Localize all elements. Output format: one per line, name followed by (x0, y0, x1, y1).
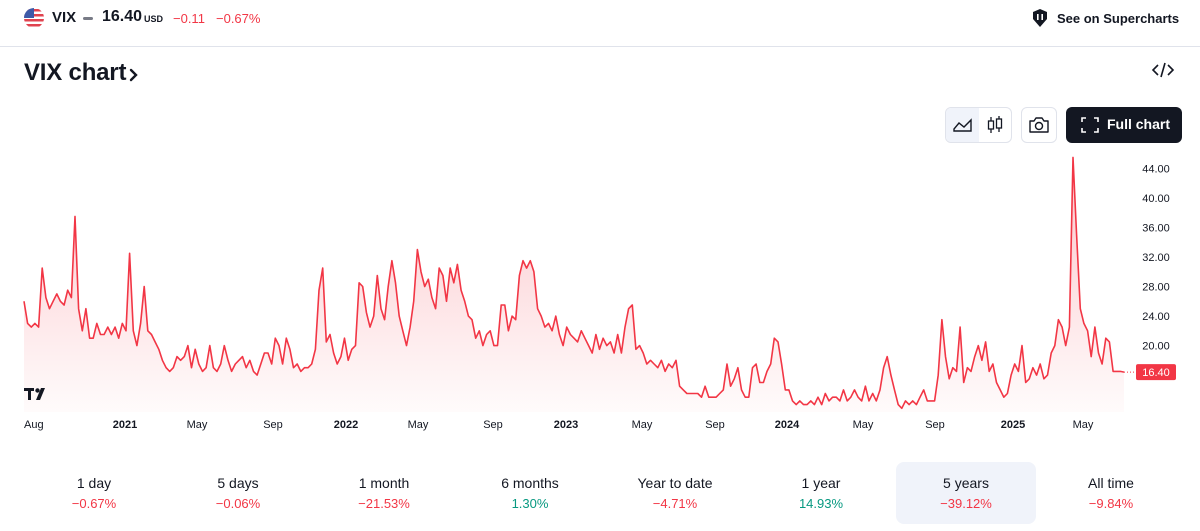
fullscreen-icon (1081, 117, 1099, 133)
price-area (24, 157, 1124, 412)
period-year-to-date[interactable]: Year to date −4.71% (605, 462, 745, 524)
full-chart-label: Full chart (1107, 116, 1171, 132)
period-label: All time (1088, 475, 1134, 491)
chart-style-switcher (945, 107, 1012, 143)
last-price-label: 16.40 (1142, 367, 1170, 379)
x-tick-label: 2024 (775, 419, 800, 431)
period-label: Year to date (637, 475, 713, 491)
period-all-time[interactable]: All time −9.84% (1041, 462, 1181, 524)
x-tick-label: Aug (24, 419, 44, 431)
period-label: 1 month (358, 475, 410, 491)
period-1-day[interactable]: 1 day −0.67% (24, 462, 164, 524)
candlestick-icon (987, 116, 1003, 133)
x-tick-label: May (1073, 419, 1094, 431)
x-tick-label: 2022 (334, 419, 358, 431)
period-change: −39.12% (940, 496, 992, 511)
camera-icon (1029, 117, 1049, 133)
performance-periods: 1 day −0.67% 5 days −0.06% 1 month −21.5… (0, 462, 1200, 524)
x-tick-label: 2021 (113, 419, 137, 431)
period-6-months[interactable]: 6 months 1.30% (460, 462, 600, 524)
us-flag-icon (24, 8, 44, 28)
see-on-supercharts-link[interactable]: See on Supercharts (1057, 11, 1180, 26)
period-change: −0.67% (71, 496, 117, 511)
period-change: −4.71% (652, 496, 698, 511)
price-line (23, 156, 1125, 410)
period-label: 1 year (801, 475, 841, 491)
y-tick-label: 40.00 (1142, 193, 1170, 205)
period-label: 6 months (501, 475, 559, 491)
period-change: 14.93% (798, 496, 844, 511)
x-tick-label: May (187, 419, 208, 431)
x-tick-label: May (632, 419, 653, 431)
price-change-percent: −0.67% (216, 11, 261, 26)
line-chart-icon (953, 118, 972, 132)
period-1-year[interactable]: 1 year 14.93% (751, 462, 891, 524)
y-tick-label: 36.00 (1142, 222, 1170, 234)
period-label: 5 days (217, 475, 259, 491)
full-chart-button[interactable]: Full chart (1066, 107, 1182, 143)
period-change: −21.53% (358, 496, 410, 511)
x-axis: Aug 2021 May Sep 2022 May Sep 2023 May Sep 2024 May… (24, 419, 1094, 431)
candlestick-button[interactable] (979, 108, 1011, 142)
chevron-right-icon[interactable] (127, 63, 141, 85)
screenshot-button[interactable] (1021, 107, 1057, 143)
x-tick-label: Sep (483, 419, 503, 431)
y-tick-label: 20.00 (1142, 341, 1170, 353)
market-status-icon (83, 17, 93, 20)
last-price: 16.40 (102, 8, 143, 25)
y-tick-label: 28.00 (1142, 282, 1170, 294)
period-change: −0.06% (215, 496, 261, 511)
x-tick-label: May (853, 419, 874, 431)
x-tick-label: May (408, 419, 429, 431)
x-tick-label: Sep (705, 419, 725, 431)
symbol-ticker[interactable]: VIX (52, 9, 77, 26)
code-icon[interactable] (1150, 58, 1176, 82)
y-axis: 20.00 24.00 28.00 32.00 36.00 40.00 44.00 (1142, 163, 1170, 352)
line-chart-button[interactable] (946, 108, 979, 142)
period-5-years[interactable]: 5 years −39.12% (896, 462, 1036, 524)
y-tick-label: 24.00 (1142, 311, 1170, 323)
price-chart[interactable]: 20.00 24.00 28.00 32.00 36.00 40.00 44.00 Aug 2… (0, 150, 1200, 440)
y-tick-label: 44.00 (1142, 163, 1170, 175)
period-label: 1 day (76, 475, 112, 491)
x-tick-label: 2023 (554, 419, 578, 431)
period-change: 1.30% (511, 496, 549, 511)
page-title[interactable]: VIX chart (24, 59, 127, 86)
period-label: 5 years (943, 475, 989, 491)
period-1-month[interactable]: 1 month −21.53% (314, 462, 454, 524)
period-change: −9.84% (1088, 496, 1134, 511)
symbol-header: VIX 16.40 USD −0.11 −0.67% See on Superc… (0, 0, 1200, 47)
x-tick-label: 2025 (1001, 419, 1025, 431)
supercharts-icon[interactable] (1030, 8, 1050, 28)
tradingview-logo-icon[interactable] (24, 386, 52, 402)
x-tick-label: Sep (925, 419, 945, 431)
y-tick-label: 32.00 (1142, 252, 1170, 264)
price-change: −0.11 (173, 11, 205, 26)
period-5-days[interactable]: 5 days −0.06% (168, 462, 308, 524)
x-tick-label: Sep (263, 419, 283, 431)
currency-label: USD (144, 14, 164, 24)
last-price-badge (1136, 364, 1176, 381)
